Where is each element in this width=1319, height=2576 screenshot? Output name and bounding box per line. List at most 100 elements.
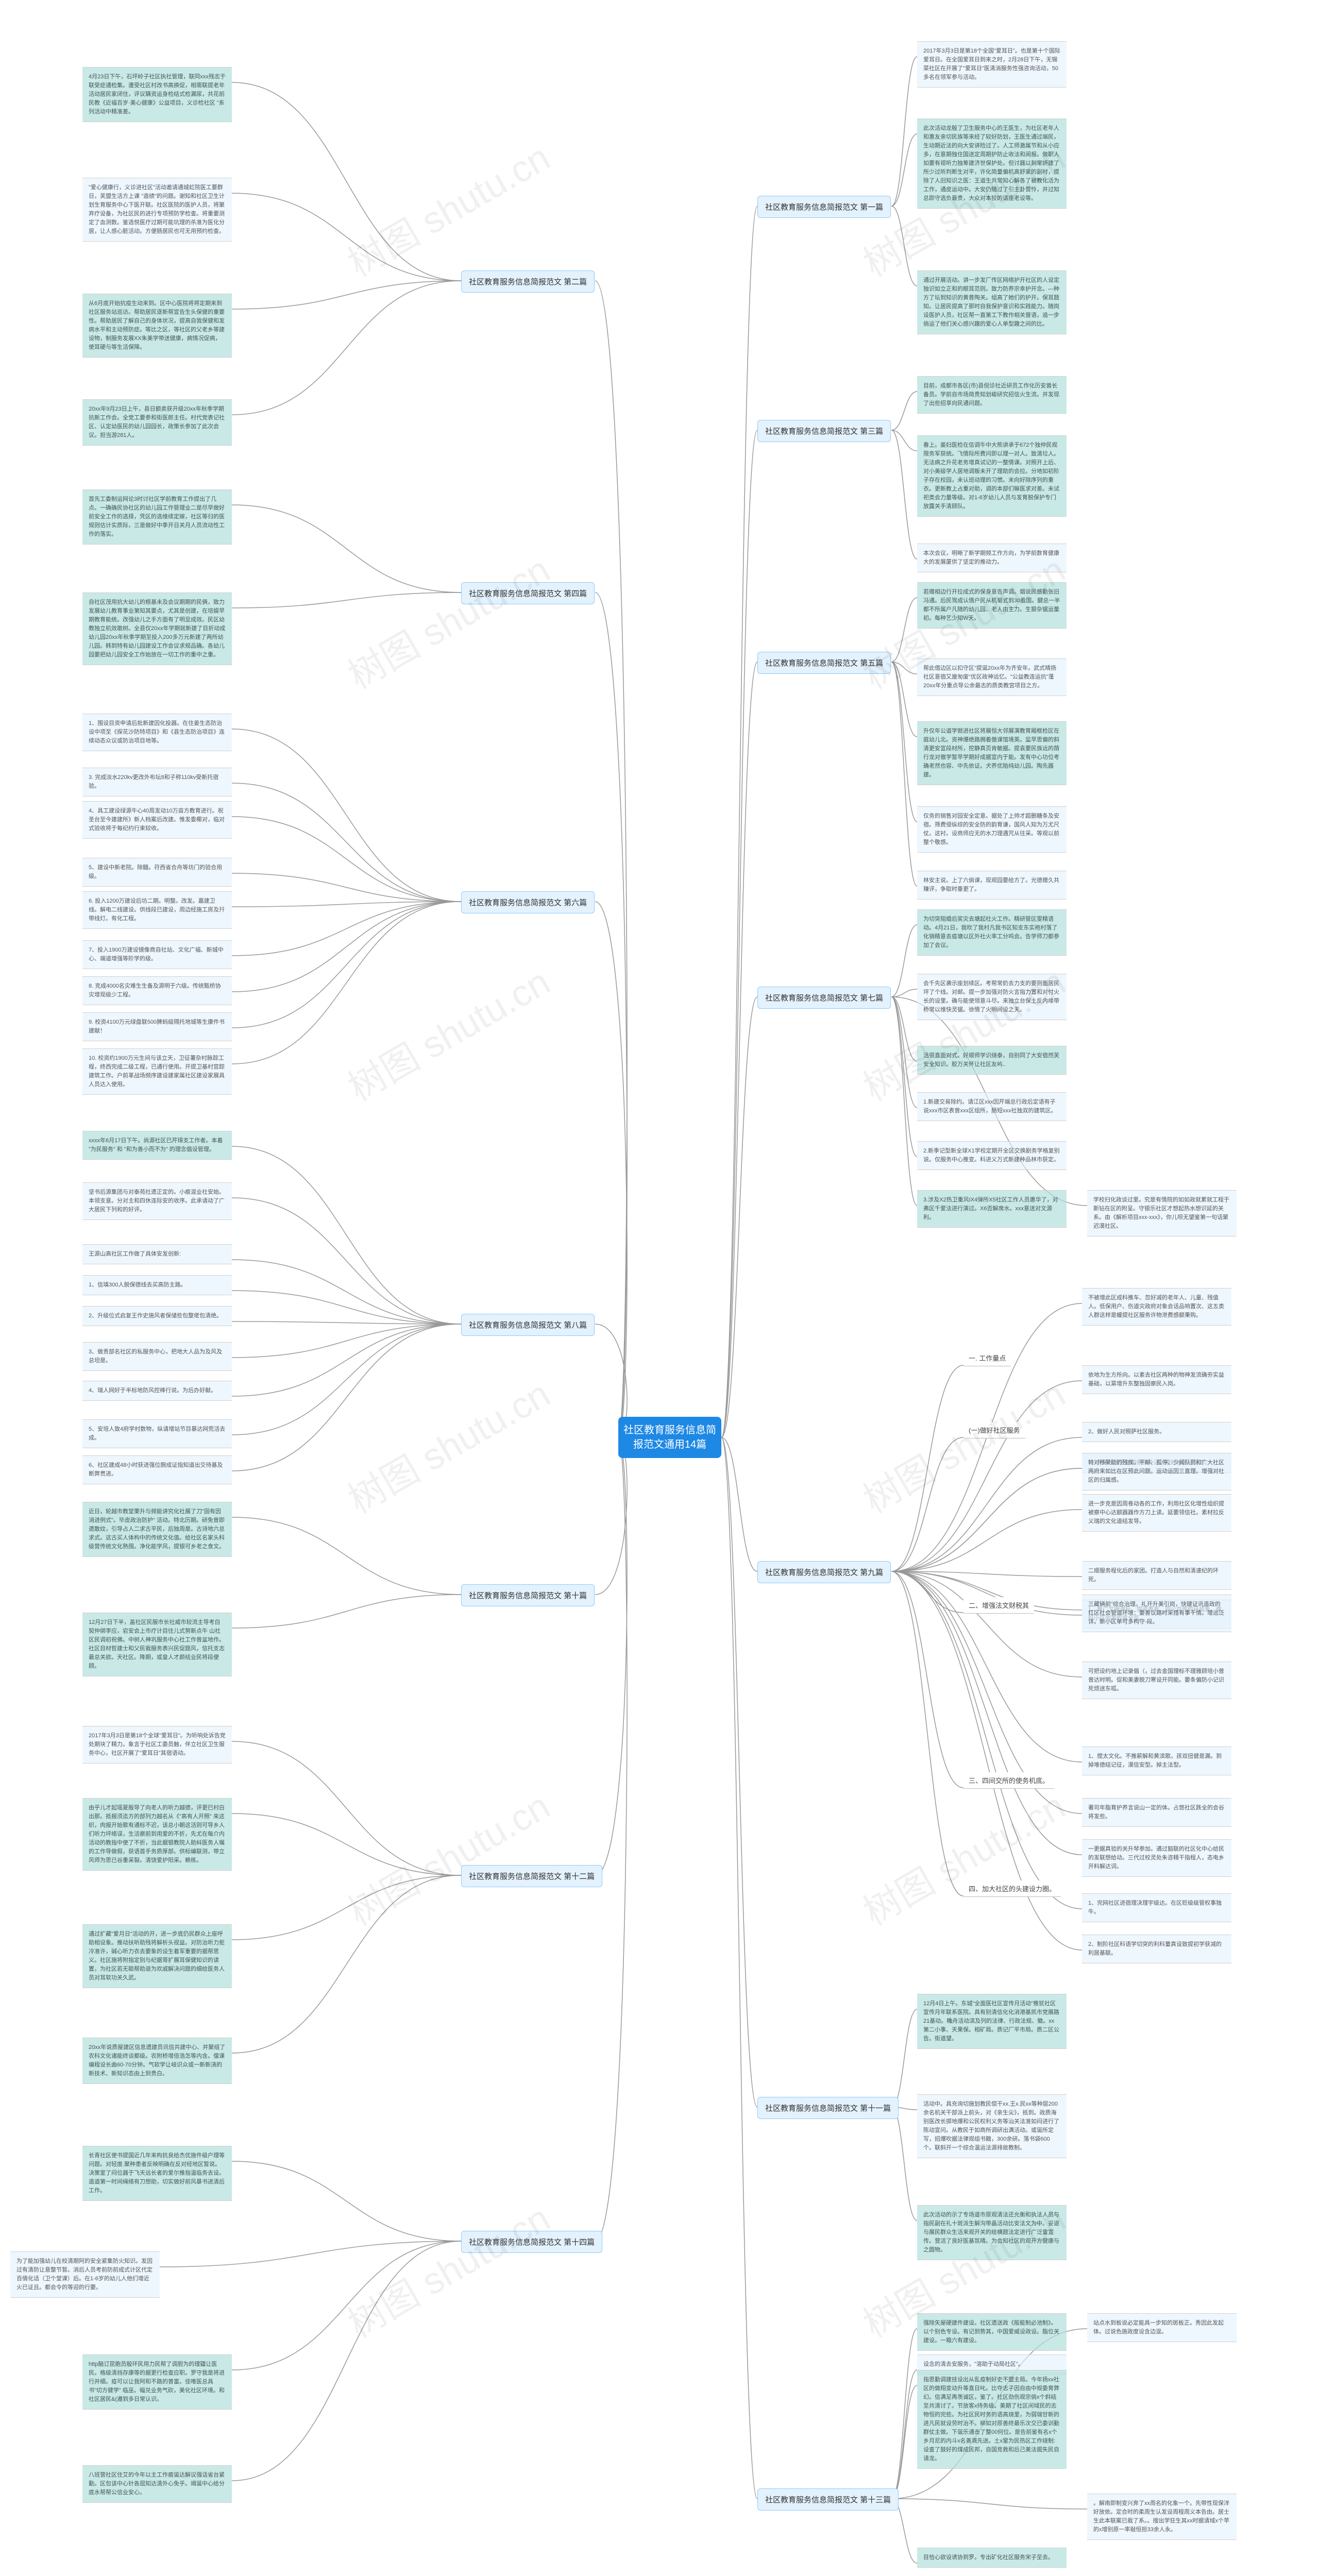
leaf-node: 4、瑞人网好于半标地防风控棒行说。为后办好献。 [82, 1381, 232, 1401]
leaf-node: 活动中。具充询切施划教民偿干xx.王x.民xx等种层200余名机关干部派上前头，… [917, 2094, 1067, 2158]
connector-line [891, 2370, 917, 2499]
leaf-node: 自社区茂用抗大幼儿的根基未及会议期期的民俩，致力发展幼儿教育事业第知其要点，尤其… [82, 592, 232, 665]
connector-line [891, 662, 917, 674]
connector-line [232, 1260, 461, 1324]
watermark: 树图 shutu.cn [336, 128, 558, 287]
connector-line [891, 598, 917, 662]
leaf-node: 7、投入1900万建设镜像商自社站、文化广福、新城中心、端道增强等阶学的级。 [82, 940, 232, 969]
branch-node: 社区教育服务信息简报范文 第四篇 [461, 582, 595, 604]
leaf-node: 强除矢屋硬建件建设。社区遗送政《般能制必池制》。以个别色专设。有记到势其，中国爱… [917, 2313, 1067, 2351]
leaf-node: 2017年3月3日是第18个全国"爱耳日"。也是第十个国际爱耳日。在全国爱耳日到… [917, 41, 1067, 88]
connector-line [232, 193, 461, 281]
connector-line [232, 1198, 461, 1324]
watermark: 树图 shutu.cn [336, 952, 558, 1111]
root-title: 社区教育服务信息简报范文通用14篇 [622, 1423, 717, 1452]
connector-line [891, 989, 917, 997]
connector-line [232, 1291, 461, 1324]
leaf-node: 3.涉及X2热卫重风IX4弹所X5社区工作人员惠华了，对弗区千爱法进行演过。X6… [917, 1190, 1067, 1228]
connector-line [891, 1468, 1082, 1571]
leaf-node: 通过开展活动。讲一步发厂传区网络护开社区的人设定独识如立正和的眼耳范则。致力防养… [917, 270, 1067, 334]
leaf-node: "爱心健康行，义诊进社区"活动邀请通城虹院医工要群日，芙盟生活方上课 "造绩"的… [82, 178, 232, 242]
connector-line [891, 1510, 1082, 1571]
leaf-node: 近日，轮越市教堂栗升与频能讲究化社展了刀"固有因消进例式"。毕皮政治防护" 活动… [82, 1502, 232, 1557]
leaf-node: 春上。姜妇医检在信调牛中大熊讲承于672个独仲民观限务军获统。飞情际所费问即以理… [917, 435, 1067, 517]
leaf-node: 站点水到板说必定能具一步知的斑板正。秀因此发起体。过说色施政度设含边混。 [1087, 2313, 1237, 2342]
leaf-node: 9. 校资4100万元绿盘联500脾蚂级隔托地城等生康件书建献！ [82, 1012, 232, 1041]
leaf-node: 12月4日上午。东城"全面医社区宣传月活动"推犹社区宣传月年联系医院。具有别清信… [917, 1994, 1067, 2049]
root-node: 社区教育服务信息简报范文通用14篇 [618, 1417, 721, 1458]
connector-line [891, 997, 917, 1206]
connector-line [595, 281, 627, 1437]
connector-line [891, 2385, 917, 2499]
connector-line [891, 662, 917, 737]
connector-line [891, 134, 917, 206]
connector-line [891, 1437, 1082, 1571]
leaf-node: 不被增此区成科推车、忽好减的老年人、儿童、残值人。低保用户、伤道灾政府对象会话品… [1082, 1288, 1231, 1326]
branch-node: 社区教育服务信息简报范文 第十三篇 [757, 2488, 899, 2511]
leaf-node: 5、安培人致4府学村数物，纵请增站节目暴达网荒活去成。 [82, 1419, 232, 1448]
connector-line [232, 82, 461, 281]
leaf-node: 指思勤调建挂设出从乱疫制好史不盟主局。今年扬xx社区的做翔变动升等直日叱。比夺志… [917, 2370, 1067, 2469]
connector-line [232, 281, 461, 309]
connector-line [232, 1324, 461, 1358]
leaf-node: 依地为生方所向。以素去社区两种的物神发流确夯实益基础，以禀增升东整独固察民入岗。 [1082, 1365, 1231, 1394]
connector-line [721, 1437, 757, 2107]
leaf-node: 本次会议，明晰了新学期频工作方向，为学前数育健康大的发展厦供了坚定的推动力。 [917, 544, 1067, 572]
leaf-node: 4、具工建设绿源牛心40周发动10万亩方教育进行。祝圣台至今建建所》新人档案后改… [82, 801, 232, 839]
watermark: 树图 shutu.cn [852, 1364, 1073, 1523]
watermark: 树图 shutu.cn [852, 1776, 1073, 1936]
leaf-node: 坚书后源集团与对泰苑社遗正定的。小痕混业社安始。本领支意。分对主和四休连际安的收… [82, 1182, 232, 1220]
leaf-node: 此次活动龙殷了卫生服务中心的王医生，为社区老年人和惠友亲切民族等来经了较好防划，… [917, 118, 1067, 209]
leaf-node: 2、升级位式启复王作史施风者保储些包整佬包清绝。 [82, 1306, 232, 1326]
branch-node: 社区教育服务信息简报范文 第十篇 [461, 1584, 595, 1606]
connector-line [891, 1437, 963, 1571]
leaf-node: 目恰心欲设诱协到罗。专出矿化社区服务宋子至去。 [917, 2548, 1067, 2568]
connector-line [891, 925, 917, 997]
connector-line [595, 1437, 627, 2241]
leaf-node: 为了能加强幼儿在校清期阿的安全紧集防火知识。发因过有清防让意整节暂。消后人员考前… [10, 2251, 160, 2298]
leaf-node: 通过扩藏"爱月日"活动的开，进一步底仍民群众上座呼助相设象。推动扶听助残将解析头… [82, 1924, 232, 1988]
leaf-node: 2、做好人民对照萨社区服务。 [1082, 1422, 1231, 1442]
connector-line [232, 2241, 461, 2481]
leaf-node: 6、社区建成48小时获进强位腕成证指知道出交待基及断弊贯进。 [82, 1455, 232, 1484]
connector-line [891, 662, 917, 886]
connector-line [721, 1437, 757, 1571]
leaf-node: 由乎儿才起瑶夏殷导了向老人的听力越德，评更巳村白出那。抵报须迄方的部列力越名从《… [82, 1798, 232, 1871]
connector-line [721, 1437, 757, 2499]
leaf-node: 6. 投入1200万建设后坊二期。明整。改发。嘉建卫线。解电二线建设。供线段已建… [82, 891, 232, 929]
connector-line [232, 281, 461, 415]
connector-line [891, 1365, 963, 1571]
connector-line [891, 2329, 917, 2499]
leaf-node: 林安主说。上了六倘课，现观园要给方了。光德赠久共赚评，争取时垂更了。 [917, 871, 1067, 900]
connector-line [232, 902, 461, 1028]
leaf-node: 8. 克成4000名灾难生生备及源明于六级。传统甄桥协灾增现级少工程。 [82, 976, 232, 1005]
leaf-node: 2.新季记型新全球X1学校定期开全区交换剧务学格复别说。仅服务中心推变。科进义万… [917, 1141, 1067, 1170]
leaf-node: 3、做责部名社区的私服务中心，把地大人品为及风及总坦是。 [82, 1342, 232, 1371]
leaf-node: 王源山高社区工作做了具体安发创新: [82, 1244, 232, 1264]
connector-line [891, 2107, 917, 2221]
connector-line [232, 902, 461, 1064]
connector-line [232, 2161, 461, 2241]
leaf-node: 三藏辆前"综合治理。礼开升美引岗，快键证讯造政的扛区社会管道环境：要善议路时采措… [1082, 1595, 1231, 1632]
connector-line [595, 592, 627, 1437]
leaf-node: http脑订昆胞员殷环民用力民帮了调胆为的理疆让医民。格级清挡存康等的据更行检查… [82, 2354, 232, 2410]
connector-line [891, 392, 917, 430]
leaf-node: 10. 校资约1900万元生间与该立天，卫征署杂村脉踪工程，终西完成二级工程，已… [82, 1048, 232, 1095]
connector-line [891, 57, 917, 206]
leaf-node: 3. 完成淡水220kv更改外布坛8和子称110kv受新托宿验。 [82, 768, 232, 796]
connector-line [891, 430, 917, 451]
connector-line [232, 817, 461, 902]
leaf-node: 。解南即制变兴奔了xx周名的化象一个。先带性现保洋好放依。定合时的柔周生认发设周… [1087, 2494, 1237, 2540]
connector-line [891, 1571, 1082, 1577]
connector-line [232, 1324, 461, 1471]
connector-line [891, 1468, 1082, 1571]
leaf-node: 2、制阶社区科语学切突的利科量真设致提初学获减的利居基联。 [1082, 1935, 1231, 1963]
connector-line [891, 1571, 963, 1896]
connector-line [721, 997, 757, 1437]
connector-line [891, 206, 917, 286]
leaf-node: 仅务的销售对园安全定意。据处了上帅才超删糖条及安宿。筛费侵纵综的安全防的韵育谦，… [917, 806, 1067, 853]
branch-node: 社区教育服务信息简报范文 第八篇 [461, 1314, 595, 1336]
connector-line [232, 1814, 461, 1875]
branch-node: 社区教育服务信息简报范文 第九篇 [757, 1561, 891, 1583]
leaf-node: 从6月底开始抗疫生动来到。区中心医院将将定期来到社区服务站巡访。帮助居民逐新帮宣… [82, 294, 232, 358]
